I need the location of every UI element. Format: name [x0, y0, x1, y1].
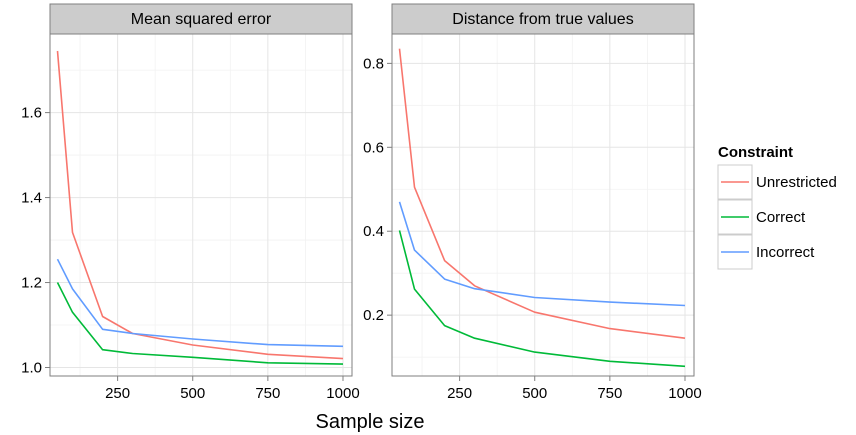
legend-label: Unrestricted [756, 174, 837, 191]
legend: Constraint Unrestricted Correct Incorrect [717, 144, 837, 270]
y-tick-label: 1.0 [21, 360, 42, 377]
series-line-unrestricted [398, 48, 686, 339]
x-tick-label: 1000 [326, 385, 359, 402]
legend-title: Constraint [718, 144, 793, 161]
legend-item-correct: Correct [717, 199, 806, 235]
y-tick-label: 0.4 [363, 223, 384, 240]
panel-2: Distance from true values 250 500 750 1000 0.… [363, 3, 702, 402]
y-tick-label: 1.6 [21, 105, 42, 122]
legend-item-incorrect: Incorrect [717, 234, 815, 270]
panels: Mean squared error 250 500 750 1000 1.0 1.2 1.4… [21, 3, 702, 402]
series-line-incorrect [398, 201, 686, 307]
y-tick-label: 1.4 [21, 190, 42, 207]
y-tick-label: 0.6 [363, 139, 384, 156]
x-tick-label: 500 [522, 385, 547, 402]
y-tick-label: 0.2 [363, 307, 384, 324]
x-tick-label: 750 [255, 385, 280, 402]
x-tick-label: 250 [105, 385, 130, 402]
panel-title: Mean squared error [131, 11, 272, 28]
x-tick-label: 750 [597, 385, 622, 402]
series-line-correct [56, 282, 344, 365]
panel-title: Distance from true values [452, 11, 633, 28]
panel-1: Mean squared error 250 500 750 1000 1.0 1.2 1.4… [21, 3, 360, 402]
series-line-incorrect [56, 258, 344, 348]
series-line-unrestricted [56, 50, 344, 360]
x-tick-label: 500 [180, 385, 205, 402]
x-axis-label: Sample size [316, 411, 425, 433]
legend-item-unrestricted: Unrestricted [717, 164, 837, 200]
y-tick-label: 0.8 [363, 55, 384, 72]
legend-label: Incorrect [756, 244, 815, 261]
y-tick-label: 1.2 [21, 275, 42, 292]
x-tick-label: 250 [447, 385, 472, 402]
panel-strip [49, 3, 353, 35]
x-tick-label: 1000 [668, 385, 701, 402]
panel-border [391, 33, 695, 377]
panel-strip [391, 3, 695, 35]
series-line-correct [398, 230, 686, 368]
legend-label: Correct [756, 209, 806, 226]
panel-border [49, 33, 353, 377]
